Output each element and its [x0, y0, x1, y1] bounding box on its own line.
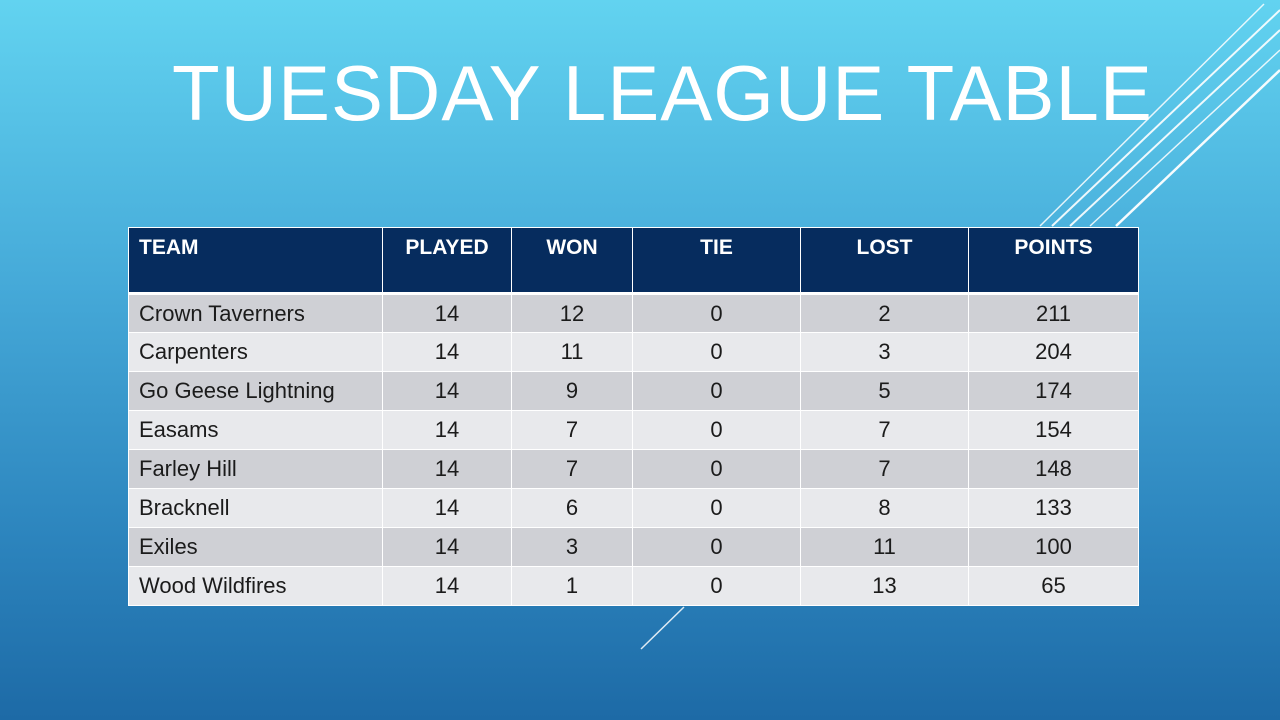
points-cell: 154 [968, 410, 1139, 450]
lost-cell: 8 [800, 488, 969, 528]
lost-cell: 7 [800, 449, 969, 489]
won-cell: 7 [511, 449, 633, 489]
played-cell: 14 [382, 371, 512, 411]
played-cell: 14 [382, 293, 512, 333]
lost-cell: 11 [800, 527, 969, 567]
team-cell: Wood Wildfires [128, 566, 383, 606]
table-row: Easams 14 7 0 7 154 [128, 410, 1139, 450]
header-team: TEAM [128, 227, 383, 295]
lost-cell: 2 [800, 293, 969, 333]
header-row: TEAM PLAYED WON TIE LOST POINTS [128, 227, 1139, 295]
table-row: Farley Hill 14 7 0 7 148 [128, 449, 1139, 489]
lost-cell: 5 [800, 371, 969, 411]
team-cell: Carpenters [128, 332, 383, 372]
tie-cell: 0 [632, 410, 801, 450]
team-cell: Farley Hill [128, 449, 383, 489]
header-won: WON [511, 227, 633, 295]
tie-cell: 0 [632, 527, 801, 567]
won-cell: 3 [511, 527, 633, 567]
played-cell: 14 [382, 527, 512, 567]
team-cell: Crown Taverners [128, 293, 383, 333]
points-cell: 174 [968, 371, 1139, 411]
points-cell: 148 [968, 449, 1139, 489]
team-cell: Go Geese Lightning [128, 371, 383, 411]
played-cell: 14 [382, 449, 512, 489]
played-cell: 14 [382, 566, 512, 606]
team-cell: Exiles [128, 527, 383, 567]
team-cell: Bracknell [128, 488, 383, 528]
header-tie: TIE [632, 227, 801, 295]
played-cell: 14 [382, 410, 512, 450]
header-played: PLAYED [382, 227, 512, 295]
slide-title: TUESDAY LEAGUE TABLE [172, 49, 1153, 137]
table-row: Wood Wildfires 14 1 0 13 65 [128, 566, 1139, 606]
points-cell: 65 [968, 566, 1139, 606]
table-row: Crown Taverners 14 12 0 2 211 [128, 293, 1139, 333]
tie-cell: 0 [632, 449, 801, 489]
won-cell: 12 [511, 293, 633, 333]
table-row: Bracknell 14 6 0 8 133 [128, 488, 1139, 528]
lost-cell: 3 [800, 332, 969, 372]
tie-cell: 0 [632, 566, 801, 606]
table-row: Carpenters 14 11 0 3 204 [128, 332, 1139, 372]
tie-cell: 0 [632, 371, 801, 411]
lost-cell: 7 [800, 410, 969, 450]
won-cell: 9 [511, 371, 633, 411]
won-cell: 6 [511, 488, 633, 528]
tie-cell: 0 [632, 293, 801, 333]
team-cell: Easams [128, 410, 383, 450]
tie-cell: 0 [632, 332, 801, 372]
header-points: POINTS [968, 227, 1139, 295]
points-cell: 211 [968, 293, 1139, 333]
points-cell: 100 [968, 527, 1139, 567]
league-table: TEAM PLAYED WON TIE LOST POINTS Crown Ta… [128, 227, 1139, 606]
won-cell: 1 [511, 566, 633, 606]
header-lost: LOST [800, 227, 969, 295]
points-cell: 204 [968, 332, 1139, 372]
played-cell: 14 [382, 488, 512, 528]
lost-cell: 13 [800, 566, 969, 606]
table-row: Go Geese Lightning 14 9 0 5 174 [128, 371, 1139, 411]
won-cell: 7 [511, 410, 633, 450]
table-row: Exiles 14 3 0 11 100 [128, 527, 1139, 567]
played-cell: 14 [382, 332, 512, 372]
points-cell: 133 [968, 488, 1139, 528]
won-cell: 11 [511, 332, 633, 372]
tie-cell: 0 [632, 488, 801, 528]
